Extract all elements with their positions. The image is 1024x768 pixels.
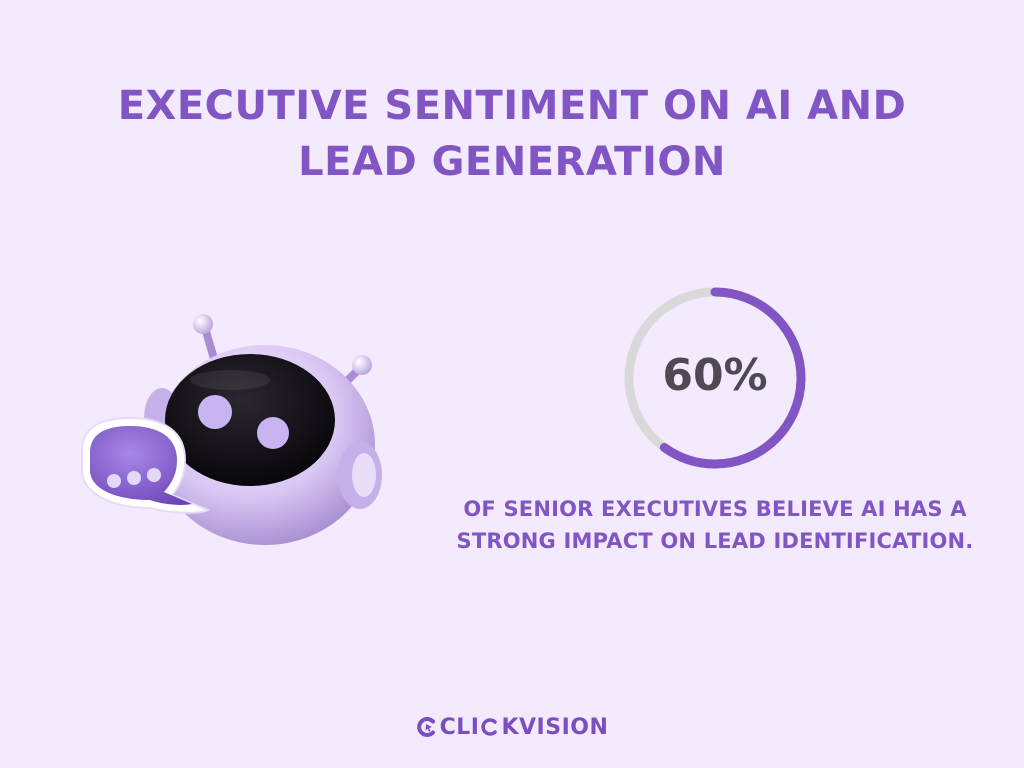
page-title: EXECUTIVE SENTIMENT ON AI AND LEAD GENER… [117, 83, 907, 185]
chat-dot-2 [127, 471, 141, 485]
antenna-right-knob [352, 355, 372, 375]
c-cursor-icon [481, 718, 498, 736]
antenna-left-knob [193, 314, 213, 334]
robot-eye-right [257, 417, 289, 449]
robot-eye-left [198, 395, 232, 429]
brand-name-prefix: CLI [439, 714, 480, 740]
robot-face [165, 354, 335, 486]
robot-chat-icon [81, 314, 382, 545]
donut-value-arc [624, 287, 806, 469]
brand-name-suffix: KVISION [501, 714, 609, 740]
antenna-left [201, 324, 219, 366]
c-cursor-icon [416, 717, 435, 737]
donut-percent-label: 60% [662, 350, 768, 401]
chat-dot-1 [107, 474, 121, 488]
chat-dot-3 [147, 468, 161, 482]
donut-chart [624, 287, 806, 469]
stat-caption: OF SENIOR EXECUTIVES BELIEVE AI HAS A ST… [456, 497, 974, 553]
brand-logo: CLI KVISION [412, 712, 612, 742]
